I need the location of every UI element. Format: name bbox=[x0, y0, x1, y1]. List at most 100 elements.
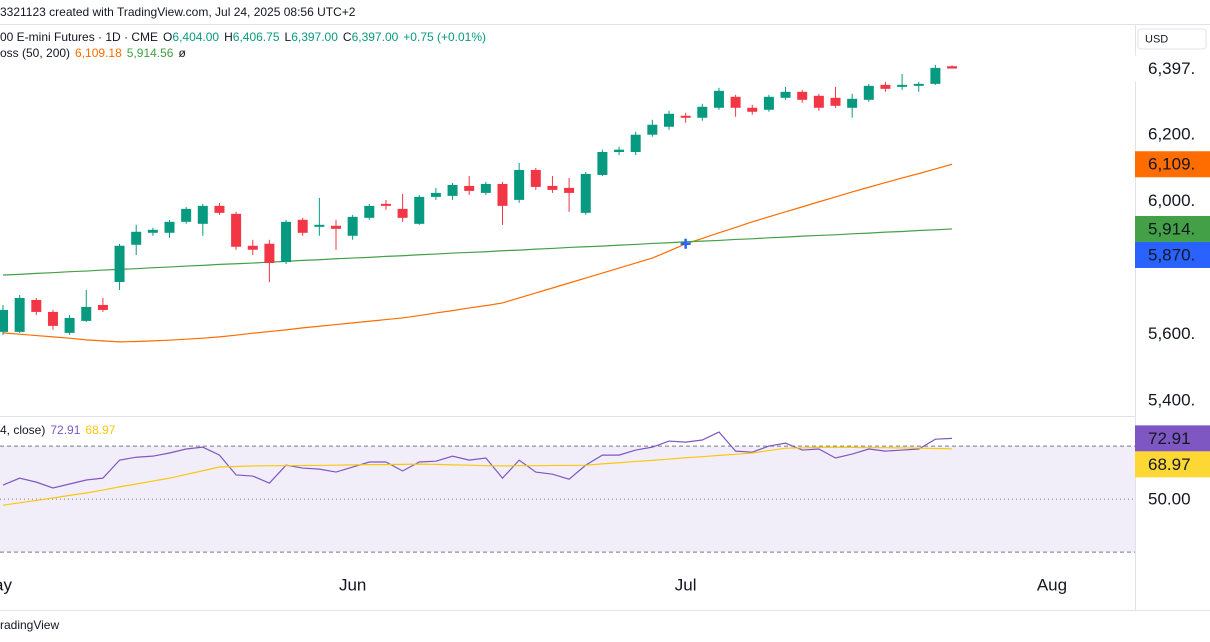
price-label: 6,397. bbox=[1148, 59, 1195, 78]
ohlc-key: C bbox=[343, 30, 352, 44]
candle-body bbox=[564, 187, 575, 193]
candle-body bbox=[264, 243, 275, 264]
footer-text: radingView bbox=[0, 618, 59, 632]
candle-body bbox=[780, 91, 791, 98]
ohlc-key: O bbox=[163, 30, 172, 44]
x-tick-label: Jun bbox=[339, 575, 366, 594]
legend-title: 4, close) bbox=[0, 423, 45, 437]
candle-body bbox=[164, 221, 175, 233]
price-label: 68.97 bbox=[1148, 455, 1191, 474]
y-tick-label: 5,400. bbox=[1148, 391, 1195, 410]
price-label: 5,870. bbox=[1148, 245, 1195, 264]
candle-body bbox=[597, 152, 608, 175]
price-label-box bbox=[1135, 451, 1210, 478]
candle-body bbox=[14, 297, 25, 332]
legend-title: 00 E-mini Futures · 1D · CME bbox=[0, 30, 158, 44]
candle-body bbox=[697, 106, 708, 118]
candle-body bbox=[530, 169, 541, 187]
ohlc-value: 6,404.00 bbox=[172, 30, 219, 44]
candle-body bbox=[647, 124, 658, 135]
ohlc-value: +0.75 (+0.01%) bbox=[403, 30, 486, 44]
candle-body bbox=[147, 229, 158, 233]
moving-average-line bbox=[2, 228, 953, 276]
candle-body bbox=[131, 231, 142, 245]
candle-body bbox=[547, 185, 558, 190]
candle-body bbox=[281, 221, 292, 263]
ohlc-value: 6,406.75 bbox=[233, 30, 280, 44]
rsi-band bbox=[0, 446, 1135, 553]
candle-body bbox=[447, 184, 458, 196]
candle-body bbox=[863, 85, 874, 100]
y-tick-label: 6,000. bbox=[1148, 191, 1195, 210]
candle-body bbox=[930, 67, 941, 84]
legend: 4, close) 72.91 68.97 bbox=[0, 423, 116, 437]
y-tick-label: 5,600. bbox=[1148, 324, 1195, 343]
candle-body bbox=[31, 299, 42, 312]
candle-body bbox=[430, 192, 441, 197]
candle-body bbox=[347, 216, 358, 236]
legend-ma-value: 5,914.56 bbox=[127, 46, 174, 60]
price-label-box bbox=[1135, 425, 1210, 452]
price-label-box bbox=[1135, 55, 1210, 82]
y-tick-label: 50.00 bbox=[1148, 490, 1191, 509]
candle-body bbox=[680, 115, 691, 118]
x-tick-label: ay bbox=[0, 575, 12, 594]
candle-body bbox=[614, 149, 625, 153]
rsi-line bbox=[2, 431, 953, 489]
price-label: 6,109. bbox=[1148, 155, 1195, 174]
candle-body bbox=[514, 169, 525, 200]
candle-body bbox=[847, 98, 858, 108]
candle-body bbox=[81, 306, 92, 321]
candle-body bbox=[181, 208, 192, 222]
candle-body bbox=[231, 213, 242, 247]
legend-ma-value: 6,109.18 bbox=[75, 46, 122, 60]
candle-body bbox=[630, 134, 641, 153]
ohlc-value: 6,397.00 bbox=[291, 30, 338, 44]
candle-body bbox=[197, 205, 208, 224]
candle-body bbox=[797, 91, 808, 100]
cross-marker bbox=[680, 238, 691, 249]
x-tick-label: Aug bbox=[1037, 575, 1067, 594]
candle-body bbox=[880, 84, 891, 89]
candle-body bbox=[97, 304, 108, 310]
candle-body bbox=[64, 317, 75, 333]
legend: oss (50, 200) 6,109.18 5,914.56 ø bbox=[0, 46, 186, 60]
legend-value: 68.97 bbox=[85, 423, 115, 437]
candle-body bbox=[947, 66, 958, 69]
candle-body bbox=[364, 205, 375, 218]
candle-body bbox=[397, 208, 408, 218]
candle-body bbox=[114, 245, 125, 283]
candle-body bbox=[497, 183, 508, 206]
price-label-box bbox=[1135, 241, 1210, 268]
currency[interactable]: USD bbox=[1145, 33, 1168, 45]
moving-average-line bbox=[2, 163, 953, 343]
candle-body bbox=[713, 90, 724, 108]
price-label: 72.91 bbox=[1148, 429, 1191, 448]
candle-body bbox=[331, 225, 341, 229]
candle-body bbox=[314, 224, 325, 227]
ohlc-key: H bbox=[224, 30, 233, 44]
candle-body bbox=[730, 96, 741, 108]
ohlc-value: 6,397.00 bbox=[352, 30, 399, 44]
candle-body bbox=[297, 219, 308, 233]
candle-body bbox=[763, 96, 774, 110]
legend: 00 E-mini Futures · 1D · CME O6,404.00 H6,… bbox=[0, 30, 486, 44]
candle-body bbox=[247, 245, 258, 250]
legend-value: 72.91 bbox=[50, 423, 80, 437]
candle-body bbox=[47, 311, 58, 326]
currency-box[interactable] bbox=[1137, 28, 1207, 50]
candle-body bbox=[913, 83, 924, 86]
candle-body bbox=[464, 185, 475, 191]
candle-body bbox=[480, 183, 491, 193]
price-label: 5,914. bbox=[1148, 219, 1195, 238]
header-text: 3321123 created with TradingView.com, Ju… bbox=[0, 5, 356, 19]
candle-body bbox=[414, 196, 425, 224]
legend-ma-suffix: ø bbox=[178, 46, 186, 60]
candle-body bbox=[813, 95, 824, 108]
rsi-line bbox=[2, 446, 953, 506]
candle-body bbox=[214, 205, 225, 213]
ohlc-key: L bbox=[285, 30, 292, 44]
candle-body bbox=[380, 203, 391, 206]
